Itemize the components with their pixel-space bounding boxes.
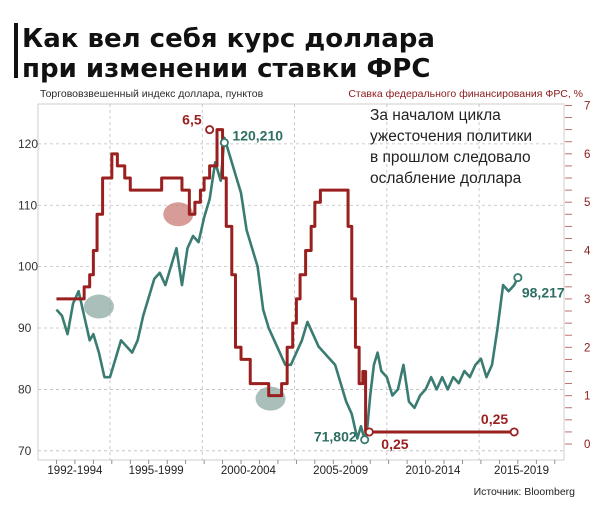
x-tick-label: 1995-1999: [129, 465, 184, 477]
plot-frame: [37, 103, 565, 461]
data-point-marker: [513, 273, 523, 283]
left-axis-title: Торгововзвешенный индекс доллара, пункто…: [40, 88, 264, 100]
right-tick-label: 7: [584, 100, 590, 112]
right-tick-label: 3: [584, 294, 590, 306]
chart-title-line-1: Как вел себя курс доллара: [22, 24, 435, 54]
x-tick-label: 2015-2019: [494, 465, 549, 477]
right-axis-title: Ставка федерального финансирования ФРС, …: [348, 88, 583, 100]
annotation-line-2: ужесточения политики: [370, 128, 532, 145]
left-tick-label: 120: [18, 137, 38, 151]
annotation-line-4: ослабление доллара: [370, 170, 522, 187]
data-label: 120,210: [232, 128, 283, 144]
left-tick-label: 70: [18, 444, 32, 458]
left-tick-label: 110: [18, 198, 37, 212]
series-lines: [55, 128, 520, 442]
chart-title-line-2: при изменении ставки ФРС: [22, 54, 430, 84]
x-tick-label: 2000-2004: [221, 465, 277, 477]
data-label: 71,802: [314, 429, 357, 445]
x-tick-label: 1992-1994: [47, 465, 103, 477]
data-point-marker: [360, 435, 370, 445]
data-label: 0,25: [481, 411, 508, 427]
data-label: 0,25: [381, 436, 408, 452]
annotation-line-1: За началом цикла: [370, 107, 501, 124]
data-labels: 120,210 71,802 98,217 6,5 0,25 0,25: [182, 112, 565, 452]
data-label: 6,5: [182, 112, 202, 128]
x-tick-label: 2010-2014: [405, 465, 461, 477]
annotation-line-3: в прошлом следовало: [370, 149, 531, 166]
data-point-marker: [205, 125, 215, 135]
right-tick-label: 2: [584, 342, 590, 354]
data-point-marker: [364, 427, 374, 437]
data-point-marker: [509, 427, 519, 437]
annotation: За началом цикла ужесточения политики в …: [370, 107, 532, 187]
left-tick-label: 80: [18, 382, 32, 396]
right-tick-label: 1: [584, 391, 590, 403]
axis-ticks: 70 80 90 100 110 120 0 1 2 3 4 5 6 7 1992-1994 1995-199…: [18, 100, 591, 477]
grid: [38, 104, 572, 460]
data-point-marker: [219, 138, 229, 148]
highlight-circle: [163, 202, 194, 227]
title-accent-bar: [14, 23, 18, 78]
highlight-markers: [83, 202, 286, 411]
highlight-circle: [255, 386, 286, 411]
source-note: Источник: Bloomberg: [474, 486, 576, 498]
right-tick-label: 4: [584, 246, 591, 258]
dollar-index-line: [55, 136, 520, 442]
left-tick-label: 90: [18, 321, 32, 335]
highlight-circle: [83, 294, 114, 319]
x-tick-label: 2005-2009: [313, 465, 368, 477]
right-tick-label: 0: [584, 439, 590, 451]
fed-rate-line: [56, 128, 515, 434]
data-label: 98,217: [522, 285, 565, 301]
right-tick-label: 6: [584, 149, 590, 161]
left-tick-label: 100: [18, 260, 38, 274]
right-tick-label: 5: [584, 197, 590, 209]
